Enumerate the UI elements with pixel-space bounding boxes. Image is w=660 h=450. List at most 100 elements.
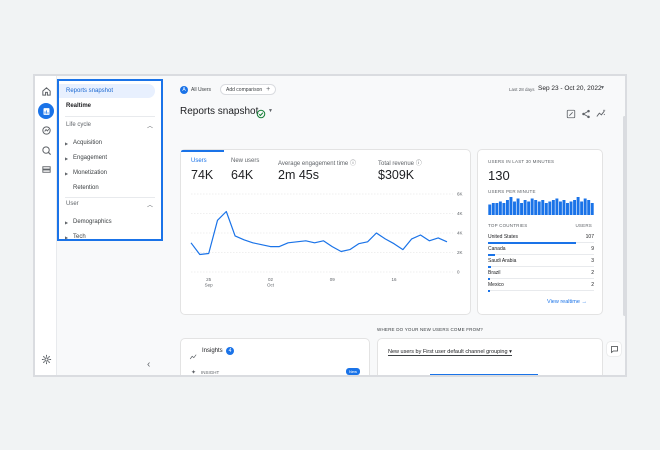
- per-minute-bar[interactable]: [488, 204, 492, 216]
- x-tick-day: 16: [392, 277, 398, 282]
- per-minute-bar[interactable]: [502, 203, 506, 215]
- explore-icon[interactable]: [40, 124, 52, 136]
- x-tick-month: Sep: [205, 283, 214, 288]
- date-range-picker[interactable]: Sep 23 - Oct 20, 2022: [538, 85, 602, 92]
- nav-divider: [65, 197, 155, 198]
- per-minute-bar[interactable]: [527, 201, 531, 216]
- top-countries-header: TOP COUNTRIES: [488, 223, 528, 228]
- per-minute-bar[interactable]: [544, 203, 548, 215]
- help-icon[interactable]: ⓘ: [415, 161, 422, 167]
- collapse-nav-chevron-left-icon[interactable]: ‹: [147, 359, 151, 370]
- settings-gear-icon[interactable]: [40, 353, 52, 365]
- configure-icon[interactable]: [40, 163, 52, 175]
- caret-right-icon: ▶: [65, 219, 69, 225]
- new-users-label[interactable]: New users: [231, 158, 260, 164]
- per-minute-bar[interactable]: [495, 203, 499, 215]
- per-minute-bar[interactable]: [590, 203, 594, 215]
- verified-check-icon[interactable]: [256, 106, 266, 119]
- insights-count-badge: 4: [226, 347, 234, 355]
- per-minute-bar[interactable]: [551, 200, 555, 215]
- per-minute-bar[interactable]: [509, 197, 513, 215]
- per-minute-bar-chart[interactable]: [488, 195, 594, 215]
- home-icon[interactable]: [40, 85, 52, 97]
- plus-icon: +: [266, 86, 271, 93]
- per-minute-bar[interactable]: [520, 203, 524, 215]
- help-icon[interactable]: ⓘ: [349, 161, 356, 167]
- per-minute-bar[interactable]: [558, 201, 562, 216]
- per-minute-bar[interactable]: [530, 198, 534, 216]
- per-minute-bar[interactable]: [541, 200, 545, 215]
- icon-rail: [35, 76, 57, 375]
- date-dropdown-icon[interactable]: ▼: [600, 85, 605, 91]
- per-minute-bar[interactable]: [566, 203, 569, 215]
- nav-acquisition[interactable]: ▶ Acquisition: [59, 136, 161, 150]
- insights-sparkline-icon[interactable]: [596, 106, 606, 117]
- total-revenue-label[interactable]: Total revenue ⓘ: [378, 158, 422, 167]
- nav-section-lifecycle[interactable]: Life cycle: [66, 122, 92, 128]
- metrics-card: Users 74K New users 64K Average engageme…: [180, 149, 471, 315]
- nav-section-user[interactable]: User: [66, 201, 79, 207]
- per-minute-bar[interactable]: [523, 200, 527, 215]
- country-bar-track: [488, 278, 594, 279]
- scrollbar-thumb[interactable]: [623, 116, 625, 316]
- per-minute-bar[interactable]: [562, 200, 566, 215]
- view-realtime-link[interactable]: View realtime →: [547, 299, 587, 305]
- chevron-up-icon[interactable]: ︿: [146, 124, 153, 130]
- per-minute-bar[interactable]: [516, 198, 520, 216]
- nav-realtime[interactable]: Realtime: [59, 99, 161, 113]
- reports-icon[interactable]: [38, 103, 54, 119]
- country-row[interactable]: Brazil 2: [488, 270, 594, 281]
- per-minute-bar[interactable]: [513, 201, 516, 216]
- nav-retention[interactable]: Retention: [59, 181, 161, 195]
- users-value: 74K: [191, 168, 214, 182]
- feedback-icon[interactable]: [607, 342, 621, 356]
- country-row[interactable]: Canada 9: [488, 246, 594, 257]
- per-minute-bar[interactable]: [498, 201, 502, 216]
- country-row[interactable]: Mexico 2: [488, 282, 594, 293]
- caret-right-icon: ▶: [65, 234, 69, 240]
- country-name: Brazil: [488, 270, 501, 276]
- per-minute-bar[interactable]: [587, 200, 591, 215]
- per-minute-bar[interactable]: [555, 198, 559, 216]
- nav-tech[interactable]: ▶ Tech: [59, 230, 161, 244]
- per-minute-bar[interactable]: [534, 200, 538, 215]
- series-line-users[interactable]: [190, 210, 448, 256]
- per-minute-bar[interactable]: [505, 200, 509, 215]
- per-minute-bar[interactable]: [573, 200, 577, 215]
- nav-reports-snapshot[interactable]: Reports snapshot: [59, 84, 155, 98]
- share-icon[interactable]: [581, 106, 591, 119]
- channel-grouping-dropdown[interactable]: New users by First user default channel …: [388, 349, 512, 356]
- engagement-time-label[interactable]: Average engagement time ⓘ: [278, 158, 356, 167]
- country-row[interactable]: United States 107: [488, 234, 594, 245]
- per-minute-bar[interactable]: [583, 198, 587, 216]
- country-name: Canada: [488, 246, 506, 252]
- date-range-prefix: Last 28 days: [509, 87, 535, 92]
- per-minute-bar[interactable]: [491, 203, 495, 215]
- nav-monetization[interactable]: ▶ Monetization: [59, 166, 161, 180]
- reports-nav-panel: Reports snapshot Realtime Life cycle ︿ ▶…: [57, 79, 163, 241]
- per-minute-bar[interactable]: [569, 201, 573, 216]
- chevron-up-icon[interactable]: ︿: [146, 203, 153, 209]
- per-minute-bar[interactable]: [537, 201, 541, 216]
- country-bar: [488, 290, 490, 292]
- per-minute-bar[interactable]: [548, 201, 552, 216]
- segment-chip[interactable]: A All Users: [180, 85, 211, 95]
- channel-bar: [430, 374, 538, 375]
- x-tick-day: 09: [330, 277, 336, 282]
- where-section-title: WHERE DO YOUR NEW USERS COME FROM?: [377, 327, 483, 332]
- per-minute-bar[interactable]: [576, 197, 580, 215]
- add-comparison-button[interactable]: Add comparison +: [220, 84, 277, 95]
- nav-engagement[interactable]: ▶ Engagement: [59, 151, 161, 165]
- engagement-time-value: 2m 45s: [278, 168, 319, 182]
- edit-report-icon[interactable]: [566, 106, 576, 119]
- advertising-icon[interactable]: [40, 144, 52, 156]
- sparkle-icon: ✦: [191, 370, 197, 376]
- nav-demographics[interactable]: ▶ Demographics: [59, 215, 161, 229]
- channel-grouping-label: New users by First user default channel …: [388, 349, 508, 355]
- country-users: 2: [591, 270, 594, 276]
- users-label[interactable]: Users: [191, 158, 207, 164]
- country-row[interactable]: Saudi Arabia 3: [488, 258, 594, 269]
- per-minute-bar[interactable]: [580, 201, 584, 216]
- title-dropdown-icon[interactable]: ▼: [268, 108, 273, 114]
